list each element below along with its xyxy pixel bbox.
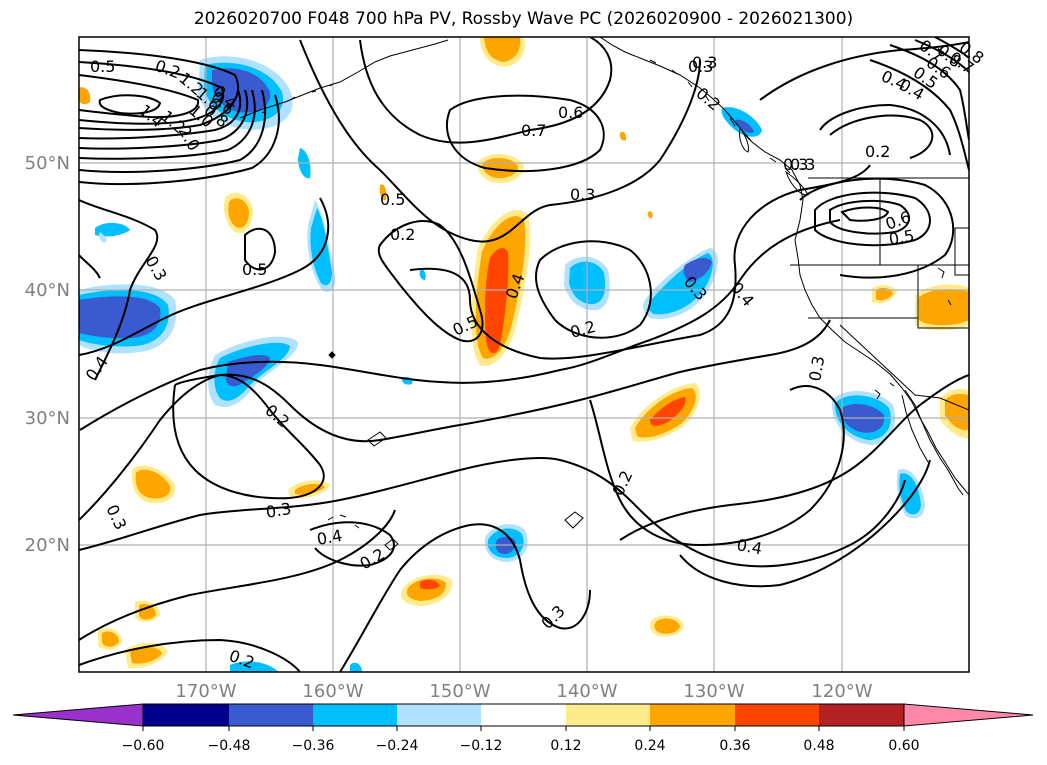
colorbar-segment xyxy=(397,704,481,726)
contour-label: 0.6 xyxy=(558,103,583,122)
contour-label: 0.5 xyxy=(90,57,115,76)
colorbar-tick-label: −0.24 xyxy=(376,738,419,754)
contour-label: 0.4 xyxy=(315,526,343,549)
colorbar: −0.60 −0.48 −0.36 −0.24 −0.12 0.12 0.24 … xyxy=(12,703,1034,754)
colorbar-segment xyxy=(313,704,397,726)
contour-label: 0.3 xyxy=(790,155,815,174)
colorbar-segment xyxy=(481,704,566,726)
contour-label: 0.4 xyxy=(735,535,763,558)
colorbar-segment xyxy=(819,704,904,726)
colorbar-segment xyxy=(566,704,650,726)
colorbar-extend-min xyxy=(12,703,144,727)
lon-tick-label: 160°W xyxy=(302,681,363,702)
contour-label: 0.3 xyxy=(783,155,808,174)
lat-tick-label: 30°N xyxy=(25,408,70,429)
axis-labels: 170°W 160°W 150°W 140°W 130°W 120°W 50°N… xyxy=(25,153,873,702)
contour-label: 0.5 xyxy=(887,226,915,249)
contour-label: 0.4 xyxy=(82,353,112,385)
contour-label: 0.3 xyxy=(264,499,292,522)
contour-label: 0.2 xyxy=(390,225,415,244)
lat-tick-label: 20°N xyxy=(25,535,70,556)
colorbar-tick-label: 0.24 xyxy=(634,738,665,754)
colorbar-tick-label: −0.36 xyxy=(292,738,335,754)
contour-label: 0.3 xyxy=(688,57,713,76)
colorbar-extend-max xyxy=(903,703,1034,727)
colorbar-segment xyxy=(229,704,313,726)
contour-label: 0.3 xyxy=(692,53,717,72)
colorbar-tick-label: 0.12 xyxy=(550,738,581,754)
lon-tick-label: 150°W xyxy=(429,681,490,702)
colorbar-tick-label: 0.48 xyxy=(803,738,834,754)
contour-label: 0.2 xyxy=(692,84,724,115)
lon-tick-label: 130°W xyxy=(683,681,744,702)
contour-label: 0.5 xyxy=(380,190,405,209)
coastlines xyxy=(239,37,969,551)
lon-tick-label: 120°W xyxy=(811,681,872,702)
colorbar-segment xyxy=(650,704,735,726)
lat-tick-label: 40°N xyxy=(25,280,70,301)
colorbar-segment xyxy=(735,704,819,726)
pv-contours xyxy=(79,37,969,672)
pv-anomaly-shading xyxy=(79,37,969,672)
lat-tick-label: 50°N xyxy=(25,153,70,174)
contour-label: 0.3 xyxy=(570,185,595,204)
contour-label: 0.2 xyxy=(608,468,636,499)
contour-label: 0.5 xyxy=(242,260,267,279)
contour-label: 0.3 xyxy=(805,354,828,382)
contour-label: 0.3 xyxy=(102,502,130,533)
colorbar-tick-label: 0.60 xyxy=(888,738,919,754)
colorbar-tick-label: −0.60 xyxy=(122,738,165,754)
map-frame xyxy=(78,36,970,673)
colorbar-tick-label: −0.12 xyxy=(460,738,503,754)
map-title: 2026020700 F048 700 hPa PV, Rossby Wave … xyxy=(193,9,854,29)
contour-label: 0.2 xyxy=(865,142,890,161)
lon-tick-label: 170°W xyxy=(175,681,236,702)
contour-label: 0.3 xyxy=(142,253,171,285)
colorbar-segment xyxy=(143,704,229,726)
lon-tick-label: 140°W xyxy=(556,681,617,702)
contour-label: 0.7 xyxy=(521,121,546,140)
colorbar-tick-label: −0.48 xyxy=(208,738,251,754)
colorbar-tick-label: 0.36 xyxy=(719,738,750,754)
